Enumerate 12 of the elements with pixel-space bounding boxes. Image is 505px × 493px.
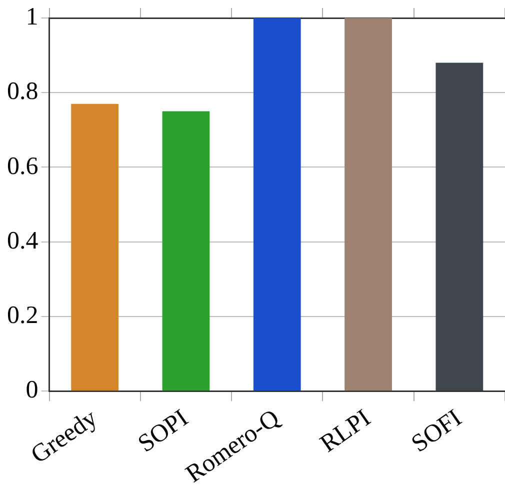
y-tick-label: 0.2	[7, 302, 38, 330]
y-tick-label: 0.4	[7, 227, 39, 254]
bar	[344, 18, 392, 391]
y-tick-label: 0.8	[7, 78, 38, 106]
bar	[436, 62, 484, 391]
bar	[253, 18, 301, 391]
bar	[71, 104, 119, 391]
bar	[162, 111, 210, 391]
x-tick-label: SOFI	[406, 404, 467, 458]
y-tick-label: 1	[26, 4, 38, 31]
y-tick-label: 0	[26, 376, 38, 404]
y-tick-label: 0.6	[7, 152, 38, 180]
